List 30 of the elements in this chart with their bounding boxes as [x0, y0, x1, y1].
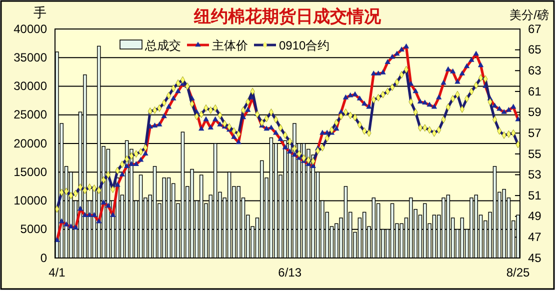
y2-tick-label: 49	[528, 209, 542, 224]
y-tick-label: 5000	[20, 222, 48, 236]
chart-title: 纽约棉花期货日成交情况	[193, 7, 382, 26]
y-axis-title: 手	[34, 5, 46, 20]
y2-tick-label: 63	[528, 63, 542, 78]
x-tick-label: 6/13	[278, 266, 302, 280]
x-tick-label: 4/1	[48, 266, 66, 280]
y-tick-label: 20000	[14, 136, 48, 150]
y2-tick-label: 55	[528, 146, 542, 161]
y-tick-label: 10000	[14, 194, 48, 208]
y2-tick-label: 57	[528, 126, 542, 140]
y2-tick-label: 53	[528, 168, 542, 182]
legend-label: 总成交	[144, 38, 181, 52]
y2-tick-label: 45	[528, 250, 542, 265]
y2-tick-label: 47	[528, 230, 542, 244]
legend-label: 主体价	[212, 38, 248, 52]
y2-tick-label: 65	[528, 42, 542, 57]
y2-tick-label: 61	[528, 84, 542, 98]
x-tick-label: 8/25	[506, 266, 530, 280]
y2-axis-title: 美分/磅	[510, 8, 549, 22]
y2-tick-label: 67	[528, 22, 542, 36]
y-tick-label: 40000	[14, 22, 48, 36]
legend-label: 0910合约	[279, 38, 330, 52]
y-tick-label: 0	[40, 250, 48, 265]
y2-tick-label: 59	[528, 105, 542, 120]
y-tick-label: 25000	[14, 108, 48, 122]
y-tick-label: 35000	[14, 50, 48, 64]
y-tick-label: 15000	[14, 164, 48, 179]
y-tick-label: 30000	[14, 79, 48, 94]
y2-tick-label: 51	[528, 188, 542, 202]
